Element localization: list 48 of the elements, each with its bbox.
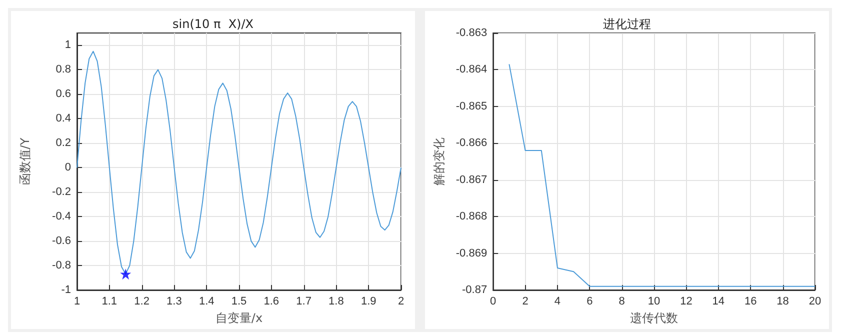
- x-tick-label: 14: [712, 296, 725, 308]
- y-tick-label: 1: [64, 39, 71, 52]
- y-axis-title: 解的变化: [432, 138, 446, 186]
- x-tick-label: 12: [680, 296, 692, 308]
- x-axis-title: 遗传代数: [630, 311, 678, 325]
- y-tick-label: 0: [64, 162, 71, 174]
- y-tick-label: -0.8: [52, 260, 71, 272]
- x-tick-label: 1.4: [198, 296, 214, 308]
- x-tick-label: 1.9: [360, 296, 376, 308]
- y-tick-label: 0.2: [56, 137, 71, 150]
- x-tick-label: 2: [398, 296, 404, 308]
- x-tick-label: 20: [808, 296, 822, 308]
- y-tick-label: 0.4: [56, 112, 71, 125]
- y-tick-label: -0.6: [52, 235, 71, 248]
- x-tick-label: 1.8: [328, 296, 344, 308]
- x-tick-label: 1: [74, 296, 80, 308]
- x-tick-label: 1.7: [296, 296, 312, 308]
- y-tick-label: -1: [61, 284, 71, 296]
- y-tick-label: -0.863: [456, 27, 488, 39]
- x-tick-label: 8: [618, 296, 625, 308]
- y-tick-label: 0.6: [56, 88, 71, 100]
- x-tick-label: 1.1: [102, 296, 118, 308]
- line-series: [508, 64, 816, 287]
- y-tick-label: -0.866: [456, 137, 488, 150]
- y-tick-label: -0.4: [52, 210, 71, 223]
- x-tick-label: 1.2: [134, 296, 150, 308]
- chart-title: sin(10 π X)/X: [172, 17, 254, 31]
- x-tick-label: 1.6: [264, 296, 280, 308]
- x-axis-title: 自变量/x: [215, 311, 263, 325]
- y-tick-label: -0.864: [456, 64, 488, 76]
- y-tick-label: 0.8: [56, 64, 71, 76]
- y-tick-label: -0.867: [456, 174, 488, 186]
- x-tick-label: 1.3: [166, 296, 182, 308]
- chart-title: 进化过程: [603, 17, 651, 31]
- y-tick-label: -0.87: [462, 284, 488, 296]
- x-tick-label: 6: [586, 296, 593, 308]
- x-tick-label: 1.5: [231, 296, 247, 308]
- x-tick-label: 0: [490, 296, 496, 308]
- y-tick-label: -0.868: [456, 210, 488, 223]
- y-tick-label: -0.869: [456, 247, 488, 260]
- x-tick-label: 16: [744, 296, 757, 308]
- y-tick-label: -0.865: [456, 100, 488, 112]
- x-tick-label: 4: [554, 296, 561, 308]
- y-axis-title: 函数值/Y: [18, 137, 32, 186]
- x-tick-label: 10: [648, 296, 660, 308]
- x-tick-label: 2: [522, 296, 528, 308]
- y-tick-label: -0.2: [52, 186, 71, 198]
- x-tick-label: 18: [776, 296, 789, 308]
